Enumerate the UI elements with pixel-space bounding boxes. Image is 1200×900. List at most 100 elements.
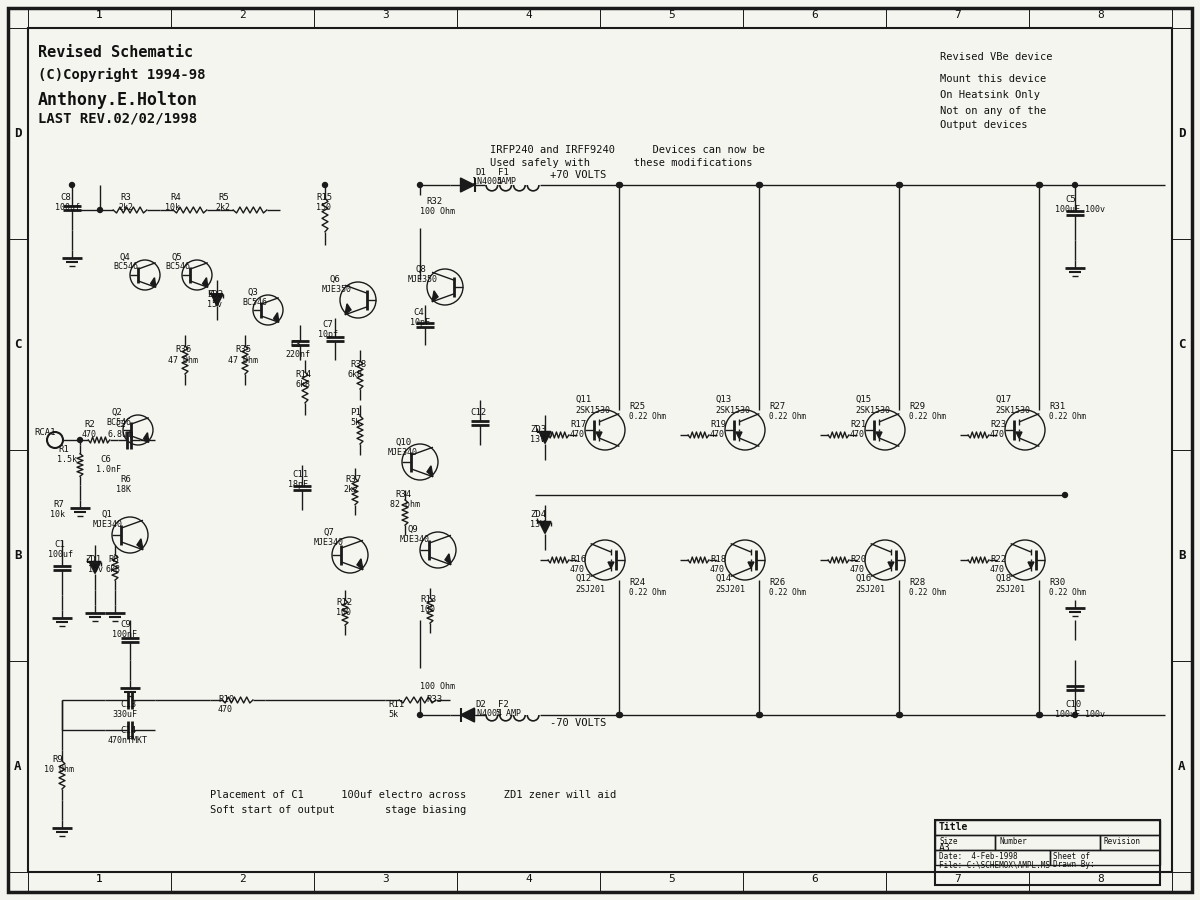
- Circle shape: [97, 208, 102, 212]
- Text: 15v: 15v: [208, 300, 222, 309]
- Text: R15: R15: [316, 193, 332, 202]
- Text: R22: R22: [990, 555, 1006, 564]
- Polygon shape: [539, 521, 551, 534]
- Text: MJE340: MJE340: [400, 535, 430, 544]
- Text: 4: 4: [526, 874, 532, 884]
- Polygon shape: [358, 559, 362, 570]
- Text: R19: R19: [710, 420, 726, 429]
- Text: C: C: [1178, 338, 1186, 351]
- Text: 18pF: 18pF: [288, 480, 308, 489]
- Text: 5: 5: [668, 874, 674, 884]
- Circle shape: [896, 183, 901, 187]
- Circle shape: [618, 713, 623, 717]
- Text: C4: C4: [413, 308, 424, 317]
- Text: R31: R31: [1049, 402, 1066, 411]
- Text: Not on any of the: Not on any of the: [940, 106, 1046, 116]
- Text: 1: 1: [96, 874, 103, 884]
- Text: F1: F1: [498, 168, 509, 177]
- Polygon shape: [748, 562, 754, 568]
- Text: BC546: BC546: [166, 262, 190, 271]
- Text: 4: 4: [526, 10, 532, 20]
- Text: 5 AMP: 5 AMP: [496, 709, 521, 718]
- Bar: [1050, 850, 1160, 865]
- Text: Q15: Q15: [854, 395, 871, 404]
- Text: Size: Size: [940, 837, 958, 846]
- Text: BC546: BC546: [242, 298, 266, 307]
- Text: 1N4004: 1N4004: [472, 709, 502, 718]
- Text: R6: R6: [120, 475, 131, 484]
- Text: R10: R10: [218, 695, 234, 704]
- Polygon shape: [445, 554, 451, 565]
- Circle shape: [1037, 713, 1042, 717]
- Text: 6: 6: [811, 10, 818, 20]
- Text: R4: R4: [170, 193, 181, 202]
- Text: R18: R18: [710, 555, 726, 564]
- Text: A3: A3: [940, 843, 950, 853]
- Text: MJE340: MJE340: [388, 448, 418, 457]
- Text: 0.22 Ohm: 0.22 Ohm: [910, 412, 946, 421]
- Text: C1: C1: [54, 540, 65, 549]
- Text: Placement of C1      100uf electro across      ZD1 zener will aid: Placement of C1 100uf electro across ZD1…: [210, 790, 617, 800]
- Text: 2: 2: [239, 10, 246, 20]
- Text: R21: R21: [850, 420, 866, 429]
- Bar: [1100, 835, 1160, 850]
- Text: 1.5k: 1.5k: [58, 455, 77, 464]
- Polygon shape: [137, 539, 143, 550]
- Text: ZD1: ZD1: [85, 555, 101, 564]
- Text: 6k8: 6k8: [295, 380, 310, 389]
- Text: R14: R14: [295, 370, 311, 379]
- Text: R36: R36: [175, 345, 191, 354]
- Text: 5AMP: 5AMP: [496, 177, 516, 186]
- Text: C12: C12: [470, 408, 486, 417]
- Circle shape: [418, 183, 422, 187]
- Polygon shape: [432, 291, 438, 302]
- Text: D: D: [14, 127, 22, 140]
- Text: Used safely with       these modifications: Used safely with these modifications: [490, 158, 752, 168]
- Text: MJE350: MJE350: [322, 285, 352, 294]
- Text: 1.0nF: 1.0nF: [96, 465, 121, 474]
- Text: 2SK1530: 2SK1530: [854, 406, 890, 415]
- Text: C10: C10: [1066, 700, 1081, 709]
- Text: Q1: Q1: [102, 510, 113, 519]
- Text: BC546: BC546: [106, 418, 131, 427]
- Text: 5k: 5k: [388, 710, 398, 719]
- Text: 470: 470: [570, 565, 586, 574]
- Text: Q18: Q18: [995, 574, 1012, 583]
- Text: D1: D1: [475, 168, 486, 177]
- Text: File: C:\SCHEMOX\AMPL.MS: File: C:\SCHEMOX\AMPL.MS: [940, 860, 1050, 869]
- Text: 2SJ201: 2SJ201: [854, 585, 886, 594]
- Text: C2: C2: [115, 420, 126, 429]
- Text: 2k2: 2k2: [118, 203, 133, 212]
- Text: Q3: Q3: [248, 288, 259, 297]
- Circle shape: [618, 183, 623, 187]
- Circle shape: [78, 437, 83, 443]
- Text: 100 Ohm: 100 Ohm: [420, 207, 455, 216]
- Text: 6k8: 6k8: [106, 565, 121, 574]
- Text: 2k2: 2k2: [215, 203, 230, 212]
- Text: C7: C7: [322, 320, 332, 329]
- Text: 3: 3: [382, 874, 389, 884]
- Text: R29: R29: [910, 402, 925, 411]
- Text: A: A: [14, 760, 22, 773]
- Text: 47 Ohm: 47 Ohm: [228, 356, 258, 365]
- Text: Q17: Q17: [995, 395, 1012, 404]
- Text: R30: R30: [1049, 578, 1066, 587]
- Text: 470: 470: [990, 430, 1006, 439]
- Circle shape: [617, 183, 622, 187]
- Text: 7: 7: [954, 10, 961, 20]
- Text: 1N4004: 1N4004: [472, 177, 502, 186]
- Text: MJE340: MJE340: [94, 520, 124, 529]
- Text: BC546: BC546: [113, 262, 138, 271]
- Circle shape: [757, 713, 762, 717]
- Circle shape: [1038, 713, 1043, 717]
- Text: 2SJ201: 2SJ201: [575, 585, 605, 594]
- Bar: [995, 835, 1100, 850]
- Text: 470nfMKT: 470nfMKT: [108, 736, 148, 745]
- Text: ZD4: ZD4: [530, 510, 546, 519]
- Circle shape: [1037, 183, 1042, 187]
- Circle shape: [896, 713, 901, 717]
- Text: 3: 3: [382, 10, 389, 20]
- Text: 470: 470: [82, 430, 97, 439]
- Circle shape: [898, 713, 902, 717]
- Text: 470: 470: [850, 565, 865, 574]
